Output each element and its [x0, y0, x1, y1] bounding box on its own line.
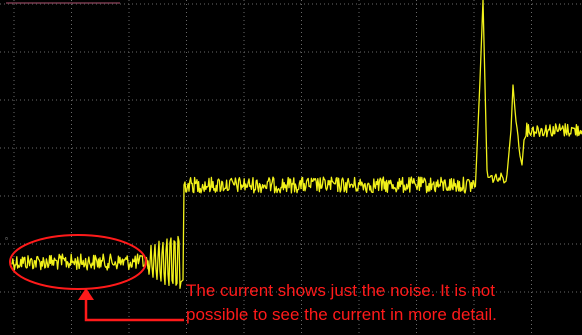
channel-marker: ▫ — [5, 234, 8, 243]
annotation-line: The current shows just the noise. It is … — [186, 281, 495, 300]
page: ▫ The current shows just the noise. It i… — [0, 0, 582, 335]
annotation-line: possible to see the current in more deta… — [186, 305, 497, 324]
scope-screen: ▫ The current shows just the noise. It i… — [0, 0, 582, 335]
